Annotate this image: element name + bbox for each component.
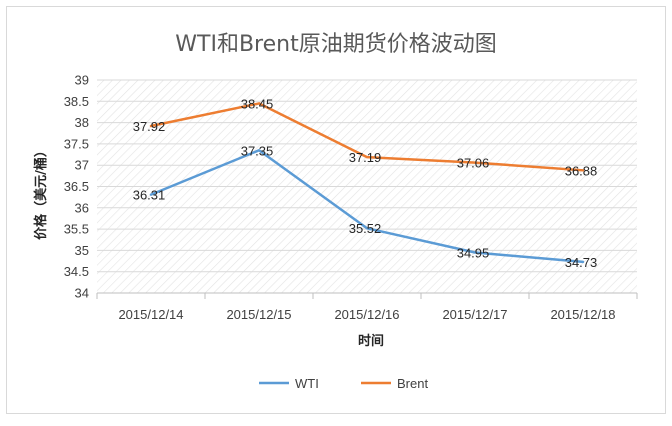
y-axis-title: 价格（美元/桶）	[33, 144, 49, 240]
y-tick-label: 36	[75, 200, 89, 215]
data-label-wti: 37.35	[241, 143, 274, 158]
y-axis-ticks: 34 34.5 35 35.5 36 36.5 37 37.5 38 38.5 39	[64, 73, 89, 301]
legend-label-wti: WTI	[295, 376, 319, 391]
y-tick-label: 35	[75, 243, 89, 258]
legend-label-brent: Brent	[397, 376, 428, 391]
x-axis-title: 时间	[358, 333, 384, 349]
data-label-wti: 35.52	[349, 221, 382, 236]
x-axis-ticks: 2015/12/14 2015/12/15 2015/12/16 2015/12/17…	[97, 293, 637, 322]
x-tick-label: 2015/12/18	[550, 307, 615, 322]
data-label-wti: 34.95	[457, 246, 490, 261]
data-label-brent: 37.06	[457, 156, 490, 171]
y-tick-label: 38	[75, 115, 89, 130]
line-chart: WTI和Brent原油期货价格波动图 3434.53535.53636.5373…	[7, 7, 665, 413]
legend: WTI Brent	[259, 376, 428, 391]
y-tick-label: 38.5	[64, 94, 89, 109]
y-tick-label: 36.5	[64, 179, 89, 194]
data-label-brent: 37.19	[349, 150, 382, 165]
y-tick-label: 37	[75, 158, 89, 173]
data-label-wti: 34.73	[565, 255, 598, 270]
y-tick-label: 39	[75, 73, 89, 88]
x-tick-label: 2015/12/15	[226, 307, 291, 322]
chart-title: WTI和Brent原油期货价格波动图	[175, 32, 496, 57]
data-label-brent: 37.92	[133, 119, 166, 134]
y-tick-label: 35.5	[64, 222, 89, 237]
x-tick-label: 2015/12/14	[118, 307, 183, 322]
x-tick-label: 2015/12/17	[442, 307, 507, 322]
y-tick-label: 34	[75, 286, 89, 301]
data-label-brent: 38.45	[241, 96, 274, 111]
data-label-wti: 36.31	[133, 188, 166, 203]
data-label-brent: 36.88	[565, 163, 598, 178]
y-tick-label: 34.5	[64, 264, 89, 279]
x-tick-label: 2015/12/16	[334, 307, 399, 322]
y-tick-label: 37.5	[64, 136, 89, 151]
